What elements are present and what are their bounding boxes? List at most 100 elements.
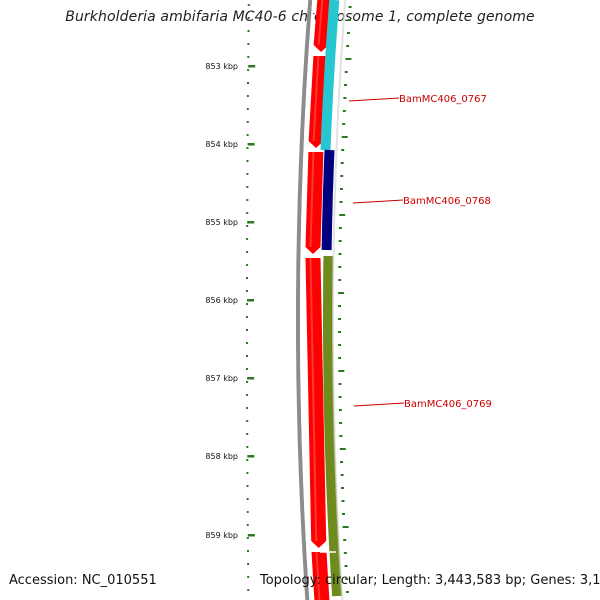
grid-dot: [246, 355, 248, 357]
outer-tick: [338, 279, 342, 281]
outer-tick: [339, 435, 343, 437]
grid-dot: [246, 212, 249, 214]
outer-tick: [339, 214, 346, 216]
gene-leader-line: [353, 402, 405, 407]
grid-dot: [247, 589, 250, 591]
grid-dot: [246, 238, 249, 240]
grid-dot: [246, 95, 249, 97]
scale-tick-label: 855 kbp: [205, 218, 238, 227]
scale-tick: [247, 143, 255, 146]
outer-tick: [342, 513, 345, 515]
grid-dot: [247, 56, 250, 58]
grid-dot: [246, 277, 248, 279]
scale-tick: [248, 65, 256, 68]
grid-dot: [246, 264, 249, 266]
cog-band: [320, 0, 340, 151]
outer-tick: [342, 123, 346, 125]
outer-tick: [343, 539, 347, 541]
grid-dot: [246, 121, 249, 123]
grid-dot: [246, 407, 249, 409]
grid-dot: [246, 225, 249, 227]
outer-tick: [345, 58, 352, 60]
outer-tick: [346, 45, 350, 47]
grid-dot: [246, 303, 248, 305]
outer-tick: [347, 32, 350, 34]
cog-band: [323, 255, 343, 597]
outer-tick: [345, 591, 349, 593]
grid-dot: [246, 511, 249, 513]
outer-tick: [339, 448, 346, 450]
outer-tick: [344, 84, 347, 86]
grid-dot: [246, 251, 249, 253]
outer-tick: [338, 292, 345, 294]
cds-highlight: [309, 257, 318, 542]
gene-label: BamMC406_0769: [404, 399, 492, 410]
grid-dot: [247, 30, 250, 32]
cds-arrow: [305, 152, 324, 254]
outer-tick: [344, 71, 348, 73]
dotted-gridline-layer: [246, 4, 250, 591]
gene-label-layer: BamMC406_0767 BamMC406_0768 BamMC406_0769: [348, 94, 492, 410]
outer-tick: [342, 526, 349, 528]
cds-track: [305, 0, 333, 600]
outer-tick: [339, 422, 343, 424]
scale-tick: [247, 455, 255, 458]
grid-dot: [246, 420, 249, 422]
outer-tick: [338, 383, 342, 385]
grid-dot: [246, 134, 249, 136]
outer-tick: [338, 240, 342, 242]
grid-dot: [247, 69, 250, 71]
backbone-layer: [296, 0, 315, 600]
scale-tick-layer: 853 kbp 854 kbp 855 kbp 856 kbp 857 kbp 858 k…: [205, 62, 256, 540]
topology-text: Topology: circular; Length: 3,443,583 bp…: [260, 573, 600, 588]
cds-highlight: [317, 0, 324, 46]
grid-dot: [246, 342, 248, 344]
outer-tick: [338, 357, 342, 359]
scale-tick-label: 857 kbp: [205, 374, 238, 383]
scale-tick: [247, 221, 255, 224]
outer-tick: [342, 110, 346, 112]
outer-tick: [338, 409, 342, 411]
grid-dot: [246, 394, 249, 396]
grid-dot: [247, 550, 249, 552]
outer-tick: [347, 19, 351, 21]
outer-tick: [341, 500, 345, 502]
outer-tick: [348, 6, 352, 8]
cog-band: [321, 149, 335, 251]
grid-dot: [246, 537, 249, 539]
scale-tick-label: 858 kbp: [205, 452, 238, 461]
grid-dot: [247, 43, 250, 45]
backbone-core: [300, 0, 315, 600]
outer-tick: [340, 474, 344, 476]
scale-tick-label: 859 kbp: [205, 531, 238, 540]
gene-leader-line: [348, 97, 400, 102]
cds-arrow: [311, 552, 330, 600]
outer-tick: [338, 227, 342, 229]
grid-dot: [246, 459, 249, 461]
grid-dot: [246, 147, 249, 149]
scale-tick-label: 853 kbp: [205, 62, 238, 71]
accession-text: Accession: NC_010551: [9, 573, 157, 588]
grid-dot: [246, 446, 249, 448]
scale-tick-label: 854 kbp: [205, 140, 238, 149]
outer-tick: [343, 552, 347, 554]
gene-leader-line: [352, 199, 404, 204]
grid-dot: [246, 186, 249, 188]
outer-tick: [338, 266, 342, 268]
outer-tick: [340, 461, 344, 463]
grid-dot: [246, 524, 249, 526]
backbone-outer: [296, 0, 313, 600]
outer-tick: [338, 305, 341, 307]
outer-tick: [338, 396, 342, 398]
grid-dot: [246, 290, 248, 292]
grid-dot: [246, 199, 249, 201]
grid-dot: [246, 316, 248, 318]
outer-tick-layer: [338, 6, 352, 593]
outer-tick: [339, 201, 343, 203]
gene-label: BamMC406_0768: [403, 196, 491, 207]
outer-tick: [345, 578, 349, 580]
grid-dot: [246, 108, 249, 110]
gene-label: BamMC406_0767: [399, 94, 487, 105]
outer-tick: [338, 331, 341, 333]
outer-tick: [339, 188, 343, 190]
